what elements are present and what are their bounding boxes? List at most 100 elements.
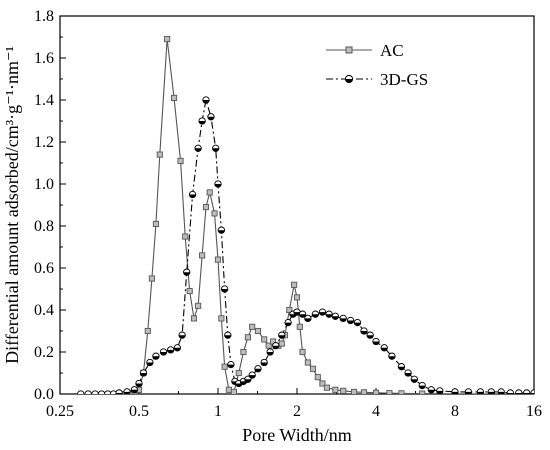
data-point-fill-3d-gs <box>398 366 405 370</box>
data-point-ac <box>291 281 298 288</box>
data-point-fill-3d-gs <box>146 362 154 366</box>
data-point-fill-3d-gs <box>523 392 530 394</box>
data-point-fill-3d-gs <box>266 352 274 356</box>
data-point-ac <box>265 342 272 349</box>
data-point-ac <box>235 369 242 377</box>
x-tick-label: 4 <box>372 403 380 420</box>
data-point-fill-3d-gs <box>140 373 147 377</box>
y-tick-label: 0.8 <box>34 218 54 235</box>
data-point-fill-3d-gs <box>428 389 435 393</box>
x-tick-label: 0.25 <box>46 403 74 420</box>
data-point-fill-3d-gs <box>319 312 326 316</box>
data-point-ac <box>225 386 232 393</box>
data-point-ac <box>195 302 202 309</box>
y-tick-label: 1.4 <box>34 92 54 109</box>
data-point-fill-3d-gs <box>404 373 412 377</box>
legend-label-3d-gs: 3D-GS <box>380 70 428 89</box>
data-point-ac <box>249 323 256 330</box>
data-point-fill-3d-gs <box>304 318 312 322</box>
data-point-3d-gs <box>77 390 85 394</box>
axis-ticks: 0.25 0.5 1 2 4 8 16 0.0 0.2 0.4 0.6 0.8 1.0 1.2 1.4 1.6… <box>34 8 542 420</box>
data-point-fill-3d-gs <box>381 347 388 351</box>
data-point-fill-3d-gs <box>347 320 354 324</box>
x-tick-label: 2 <box>293 403 301 420</box>
data-point-ac <box>286 306 293 314</box>
data-point-fill-3d-gs <box>465 391 472 394</box>
data-point-fill-3d-gs <box>284 322 292 326</box>
data-point-fill-3d-gs <box>507 392 514 394</box>
x-tick-label: 0.5 <box>129 403 149 420</box>
data-point-fill-3d-gs <box>272 345 279 349</box>
data-point-fill-3d-gs <box>183 272 190 276</box>
series-layer <box>77 36 534 394</box>
data-point-fill-3d-gs <box>131 389 138 393</box>
data-point-ac <box>278 340 285 347</box>
legend-label-ac: AC <box>380 41 404 60</box>
data-point-ac <box>182 233 189 240</box>
data-point-ac <box>206 189 213 196</box>
data-point-ac <box>177 157 184 164</box>
y-tick-label: 0.0 <box>34 386 54 403</box>
data-point-ac <box>218 315 225 322</box>
y-axis-title: Differential amount adsorbed/cm³·g⁻¹·nm⁻… <box>2 46 22 364</box>
y-tick-label: 0.4 <box>34 302 54 319</box>
data-point-fill-3d-gs <box>224 335 232 339</box>
data-point-fill-3d-gs <box>167 349 174 354</box>
x-tick-label: 1 <box>214 403 222 420</box>
y-tick-label: 1.8 <box>34 8 54 25</box>
series-line-3d-gs <box>80 99 534 394</box>
data-point-fill-3d-gs <box>174 347 181 351</box>
data-point-fill-3d-gs <box>278 335 285 339</box>
data-point-fill-3d-gs <box>477 391 484 394</box>
data-point-fill-3d-gs <box>325 314 333 318</box>
data-point-ac <box>360 389 368 394</box>
data-point-ac <box>164 36 171 43</box>
data-point-fill-3d-gs <box>436 390 443 394</box>
data-point-ac <box>351 388 358 394</box>
data-point-ac <box>332 386 339 393</box>
data-point-fill-3d-gs <box>235 383 242 387</box>
data-point-fill-3d-gs <box>261 362 268 366</box>
data-point-ac <box>148 275 155 282</box>
data-point-fill-3d-gs <box>366 335 374 339</box>
data-point-fill-3d-gs <box>249 375 256 379</box>
y-tick-label: 0.2 <box>34 344 54 361</box>
data-point-fill-3d-gs <box>360 331 368 335</box>
data-point-ac <box>296 323 303 330</box>
data-point-fill-3d-gs <box>419 385 426 389</box>
data-point-ac <box>419 390 426 394</box>
data-point-fill-3d-gs <box>289 314 297 318</box>
data-point-ac <box>319 380 326 387</box>
y-tick-label: 1.2 <box>34 134 54 151</box>
data-point-3d-gs <box>84 390 92 394</box>
data-point-fill-3d-gs <box>299 314 306 318</box>
y-tick-label: 1.0 <box>34 176 54 193</box>
data-point-fill-3d-gs <box>312 314 319 318</box>
data-point-ac <box>372 389 380 394</box>
data-point-ac <box>244 334 251 341</box>
data-point-ac <box>304 359 311 366</box>
data-point-fill-3d-gs <box>340 318 347 322</box>
data-point-fill-3d-gs <box>244 379 252 383</box>
data-point-ac <box>214 256 222 263</box>
data-point-ac <box>299 348 306 356</box>
data-point-fill-3d-gs <box>194 148 202 152</box>
data-point-ac <box>221 363 228 370</box>
data-point-ac <box>230 388 237 394</box>
data-point-fill-3d-gs <box>354 322 361 326</box>
data-point-fill-3d-gs <box>240 381 247 385</box>
data-point-fill-3d-gs <box>212 148 219 152</box>
data-point-ac <box>170 94 178 101</box>
data-point-ac <box>190 315 198 322</box>
data-point-ac <box>309 365 316 372</box>
data-point-ac <box>152 220 159 227</box>
data-point-fill-3d-gs <box>198 121 206 125</box>
data-point-fill-3d-gs <box>227 364 235 368</box>
data-point-fill-3d-gs <box>372 341 380 345</box>
data-point-ac <box>240 348 247 356</box>
x-tick-label: 8 <box>451 403 459 420</box>
series-line-ac <box>119 39 534 394</box>
data-point-fill-3d-gs <box>189 194 196 198</box>
data-point-ac <box>314 374 321 381</box>
